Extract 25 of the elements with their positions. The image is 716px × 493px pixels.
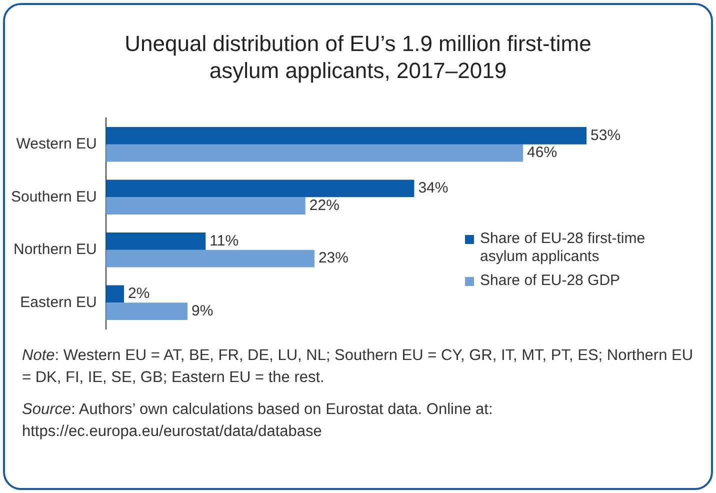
data-label: 34% [418, 180, 448, 197]
y-tick-label: Western EU [16, 136, 97, 153]
legend-label: Share of EU-28 GDP [480, 272, 620, 290]
text: Note: Western EU = AT, BE, FR, DE, LU, NL; Southern EU = CY, GR, IT, MT, PT, ES; Northern EU = DK, FI, IE, SE, GB; Eastern EU = the rest. [22, 346, 694, 388]
legend-label: Share of EU-28 first-time asylum applicants [480, 230, 646, 266]
bar [106, 126, 587, 144]
data-label: 9% [192, 302, 214, 320]
data-label: 22% [309, 196, 340, 214]
chart-title: Unequal distribution of EU’s 1.9 million first-time asylum applicants, 2017–2019 [124, 30, 592, 84]
bar [106, 302, 188, 320]
y-tick-label: Northern EU [14, 241, 97, 258]
y-tick-label: Southern EU [10, 188, 97, 206]
bar [106, 180, 414, 198]
data-label: 2% [128, 285, 150, 302]
data-label: 46% [527, 144, 558, 162]
data-label: 53% [590, 126, 621, 144]
data-label: 11% [210, 232, 239, 250]
bar [106, 250, 314, 268]
y-tick-label: Eastern EU [20, 294, 97, 311]
bar [106, 197, 306, 215]
bar [106, 144, 524, 162]
bar [106, 285, 124, 303]
data-label: 23% [318, 250, 348, 267]
bar [106, 232, 206, 250]
source-note: Source: Authors’ own calculations based on Eurostat data. Online at: https://ec.europa.eu/eurostat/data/database [22, 400, 494, 442]
